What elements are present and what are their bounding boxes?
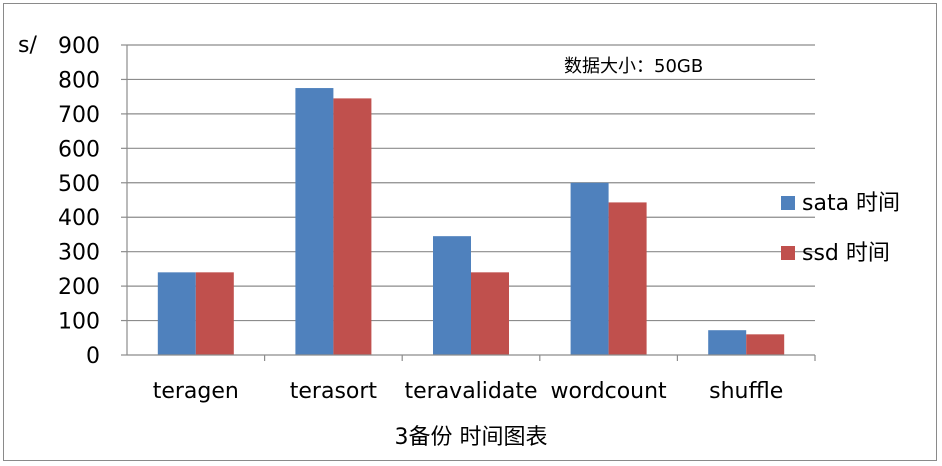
bar-ssd-teragen <box>195 272 234 355</box>
legend: sata 时间 ssd 时间 <box>781 191 900 266</box>
y-tick-label: 600 <box>58 137 100 162</box>
legend-swatch <box>781 196 795 210</box>
data-size-annotation: 数据大小：50GB <box>564 56 703 77</box>
bars <box>157 88 785 356</box>
y-tick-label: 700 <box>58 103 100 128</box>
legend-label: ssd 时间 <box>802 241 890 266</box>
category-label: terasort <box>290 379 378 404</box>
y-tick-label: 900 <box>58 34 100 59</box>
x-axis-title: 3备份 时间图表 <box>395 425 548 450</box>
gridlines <box>127 44 815 322</box>
y-tick-label: 0 <box>86 344 100 369</box>
axes <box>121 44 816 361</box>
bar-sata-teravalidate <box>433 236 471 355</box>
bar-ssd-wordcount <box>608 202 647 355</box>
category-label: teragen <box>153 379 239 404</box>
y-tick-label: 100 <box>58 310 100 335</box>
y-tick-label: 400 <box>58 206 100 231</box>
y-tick-label: 800 <box>58 68 100 93</box>
bar-ssd-terasort <box>333 98 372 355</box>
category-label: teravalidate <box>404 379 537 404</box>
bar-sata-wordcount <box>570 182 609 355</box>
y-tick-label: 300 <box>58 241 100 266</box>
bar-sata-shuffle <box>708 330 747 355</box>
bar-ssd-teravalidate <box>471 272 509 355</box>
category-label: wordcount <box>551 379 668 404</box>
category-labels: teragen terasort teravalidate wordcount shuf… <box>153 379 784 404</box>
legend-swatch <box>781 246 795 260</box>
bar-ssd-shuffle <box>746 334 785 355</box>
y-tick-label: 200 <box>58 275 100 300</box>
bar-sata-teragen <box>157 272 196 355</box>
y-axis-label: s/ <box>18 33 37 58</box>
category-label: shuffle <box>709 379 783 404</box>
y-tick-labels: 0 100 200 300 400 500 600 700 800 900 <box>58 34 100 369</box>
legend-label: sata 时间 <box>802 191 900 216</box>
bar-sata-terasort <box>295 88 334 356</box>
y-tick-label: 500 <box>58 172 100 197</box>
